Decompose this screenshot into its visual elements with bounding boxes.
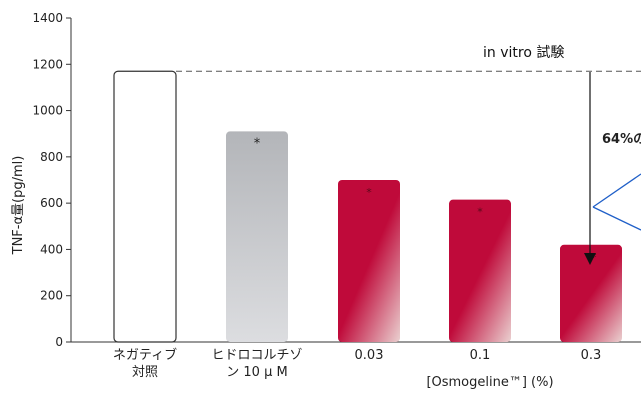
category-label: ヒドロコルチゾン 10 μ M (211, 348, 302, 380)
bars: ***** (113, 70, 622, 343)
bar (449, 199, 511, 342)
category-label: 0.03 (355, 348, 384, 363)
in-vitro-label: in vitro 試験 (483, 45, 564, 61)
y-tick-label: 200 (40, 289, 63, 303)
callout-line-lower (592, 206, 641, 231)
significance-marker: * (366, 186, 372, 199)
bar (226, 131, 288, 342)
category-label: 0.3 (581, 348, 602, 363)
y-tick-label: 0 (55, 335, 63, 349)
reduction-percent-label: 64%の (602, 132, 641, 147)
category-label: ネガティブ対照 (113, 347, 177, 380)
category-label: 0.1 (470, 348, 491, 363)
bar (560, 244, 622, 342)
y-tick-label: 1000 (32, 104, 63, 118)
significance-marker: * (477, 206, 483, 219)
callout-line-upper (592, 173, 641, 208)
y-tick-label: 400 (40, 242, 63, 256)
x-axis-title: [Osmogeline™] (%) (426, 375, 553, 390)
y-tick-label: 600 (40, 196, 63, 210)
y-tick-label: 1400 (32, 11, 63, 25)
arrow-head (584, 253, 596, 265)
significance-marker: * (254, 136, 261, 151)
y-axis-title: TNF-α量(pg/ml) (11, 156, 26, 256)
y-ticks: 0 200 400 600 800 1000 1200 1400 (32, 11, 71, 349)
bar (338, 180, 400, 342)
y-tick-label: 800 (40, 150, 63, 164)
bar (113, 70, 177, 343)
category-labels: ネガティブ対照 ヒドロコルチゾン 10 μ M 0.03 0.1 0.3 (113, 347, 601, 380)
y-tick-label: 1200 (32, 57, 63, 71)
